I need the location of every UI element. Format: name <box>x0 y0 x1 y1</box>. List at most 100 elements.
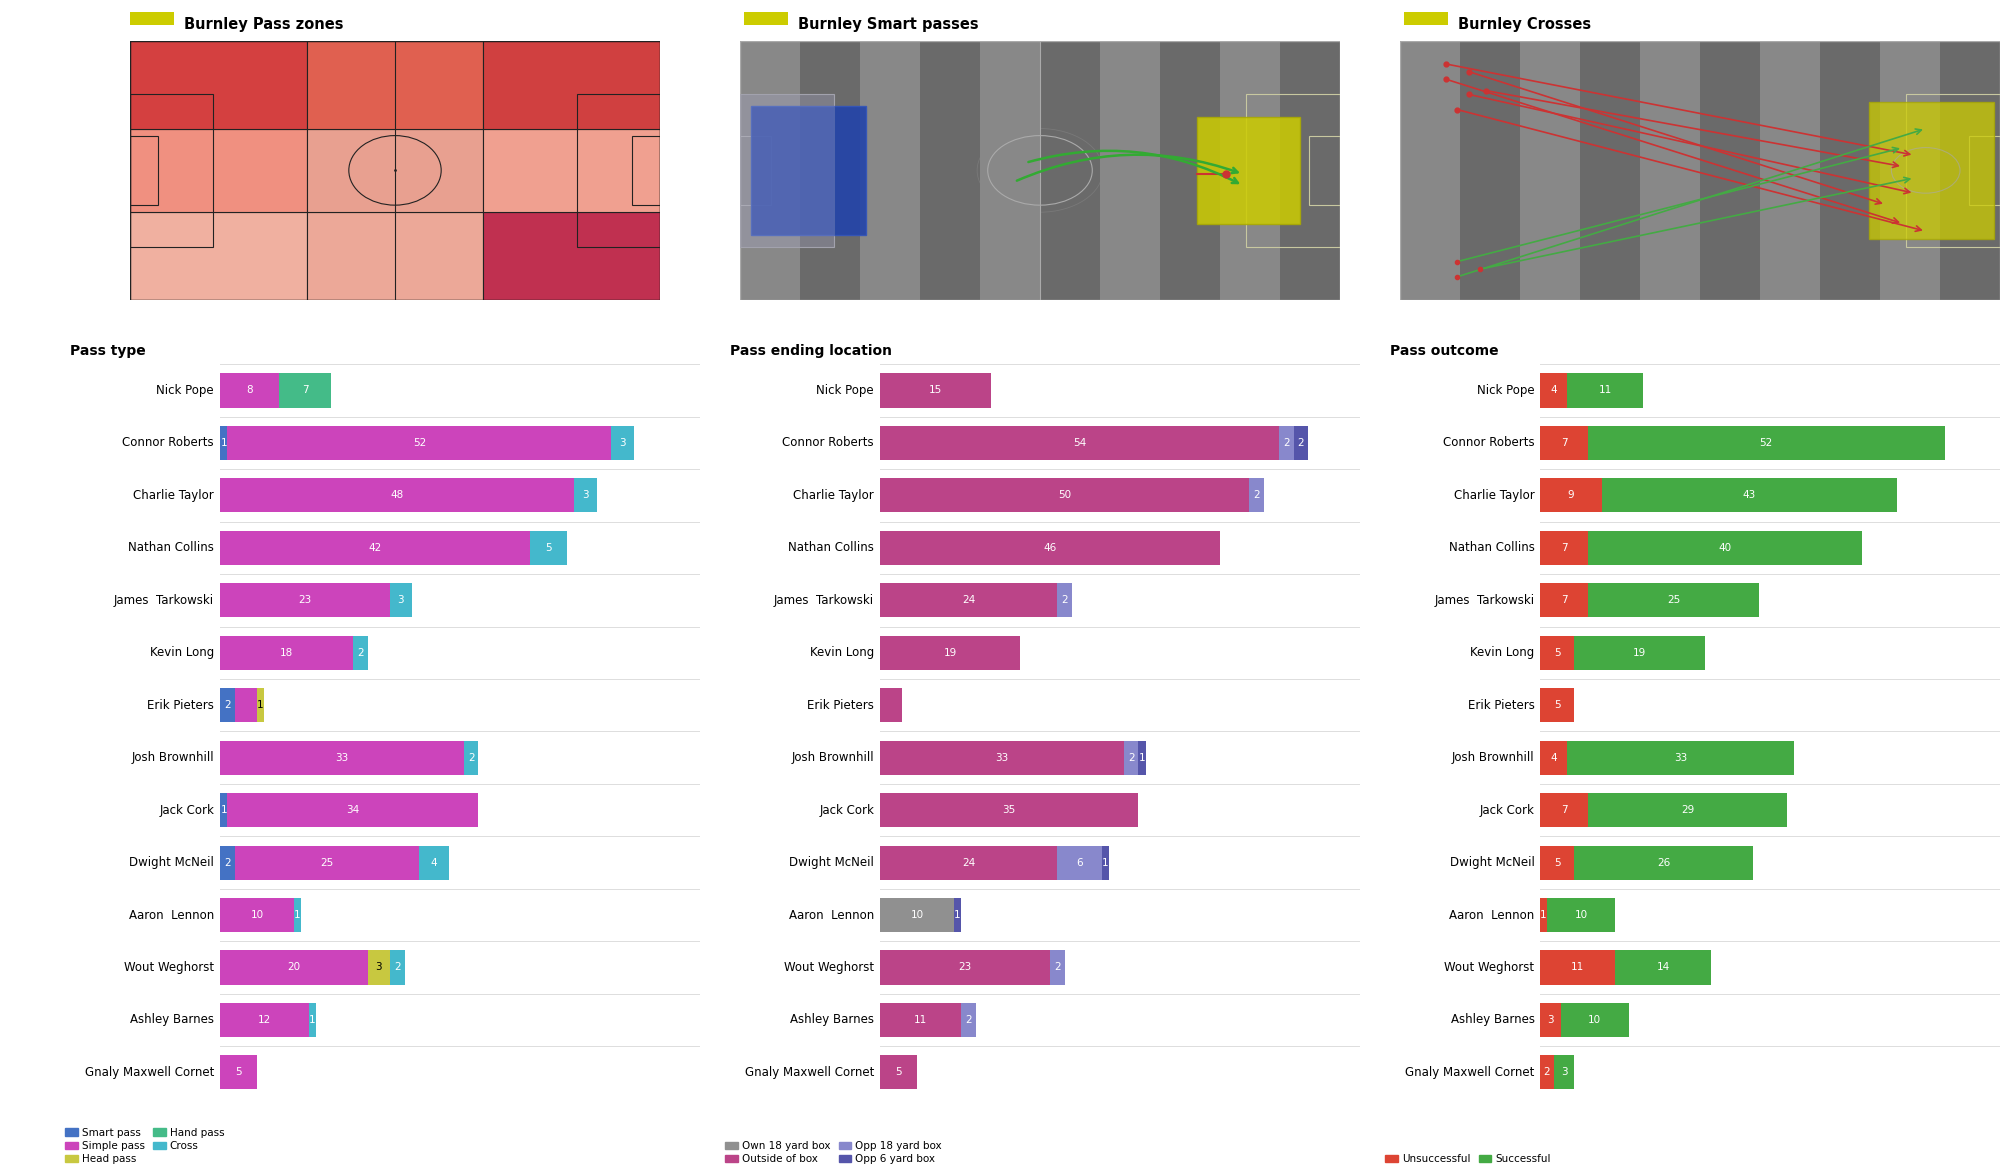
Bar <box>744 12 788 25</box>
Text: Nathan Collins: Nathan Collins <box>128 542 214 555</box>
Text: Nick Pope: Nick Pope <box>156 384 214 397</box>
Text: Ashley Barnes: Ashley Barnes <box>1450 1014 1534 1027</box>
Text: Ashley Barnes: Ashley Barnes <box>130 1014 214 1027</box>
Bar <box>880 583 1058 617</box>
Bar <box>1880 41 1940 300</box>
Bar <box>1160 41 1220 300</box>
Text: Burnley Smart passes: Burnley Smart passes <box>798 18 978 33</box>
Bar <box>1760 41 1820 300</box>
Bar <box>980 41 1040 300</box>
Bar <box>228 793 478 827</box>
Text: 1: 1 <box>294 909 300 920</box>
Bar <box>1574 846 1752 880</box>
Bar <box>880 951 1050 985</box>
Text: 5: 5 <box>896 1067 902 1077</box>
Text: 7: 7 <box>1560 805 1568 815</box>
Text: Connor Roberts: Connor Roberts <box>782 436 874 449</box>
Bar <box>294 898 302 932</box>
Text: Erik Pieters: Erik Pieters <box>808 699 874 712</box>
Bar <box>220 425 228 459</box>
Bar <box>1540 636 1574 670</box>
Bar <box>220 478 574 512</box>
Text: 2: 2 <box>1128 753 1134 763</box>
Bar <box>1058 583 1072 617</box>
Text: 2: 2 <box>1298 438 1304 448</box>
Text: Burnley Crosses: Burnley Crosses <box>1458 18 1592 33</box>
Bar <box>576 94 660 247</box>
Bar <box>1050 951 1064 985</box>
Bar <box>530 531 568 565</box>
Text: Pass type: Pass type <box>70 344 146 358</box>
Bar <box>1102 846 1108 880</box>
Text: Nathan Collins: Nathan Collins <box>788 542 874 555</box>
Bar <box>880 636 1020 670</box>
Text: 7: 7 <box>1560 596 1568 605</box>
Bar <box>1540 793 1588 827</box>
Bar <box>1540 583 1588 617</box>
Bar <box>880 689 902 723</box>
Text: 33: 33 <box>1674 753 1688 763</box>
Text: 3: 3 <box>582 490 588 501</box>
Text: 8: 8 <box>246 385 252 396</box>
Text: 10: 10 <box>250 909 264 920</box>
Bar <box>234 846 420 880</box>
Bar <box>1294 425 1308 459</box>
Bar <box>1540 846 1574 880</box>
Bar <box>1568 374 1642 408</box>
Bar <box>1602 478 1896 512</box>
Text: 23: 23 <box>298 596 312 605</box>
Text: 7: 7 <box>1560 543 1568 553</box>
Text: Dwight McNeil: Dwight McNeil <box>1450 857 1534 870</box>
Text: 24: 24 <box>962 596 976 605</box>
Bar <box>130 128 306 213</box>
Bar <box>308 1003 316 1038</box>
Legend: Smart pass, Simple pass, Head pass, Hand pass, Cross: Smart pass, Simple pass, Head pass, Hand… <box>66 1128 224 1164</box>
Text: 24: 24 <box>962 858 976 867</box>
Text: 3: 3 <box>620 438 626 448</box>
Bar <box>1868 102 1994 239</box>
Bar <box>1640 41 1700 300</box>
Text: Josh Brownhill: Josh Brownhill <box>792 751 874 764</box>
Text: Kevin Long: Kevin Long <box>810 646 874 659</box>
Bar <box>1220 41 1280 300</box>
Text: Kevin Long: Kevin Long <box>150 646 214 659</box>
Text: Connor Roberts: Connor Roberts <box>1442 436 1534 449</box>
Bar <box>1568 740 1794 774</box>
Bar <box>574 478 596 512</box>
Text: Jack Cork: Jack Cork <box>160 804 214 817</box>
Bar <box>1540 531 1588 565</box>
Text: 4: 4 <box>430 858 438 867</box>
Text: 11: 11 <box>1598 385 1612 396</box>
Bar <box>220 740 464 774</box>
Bar <box>390 951 404 985</box>
Text: Burnley Pass zones: Burnley Pass zones <box>184 18 344 33</box>
Bar <box>1580 41 1640 300</box>
Bar <box>1820 41 1880 300</box>
Bar <box>220 583 390 617</box>
Bar <box>420 846 448 880</box>
Text: Aaron  Lennon: Aaron Lennon <box>128 908 214 921</box>
Bar <box>1700 41 1760 300</box>
Bar <box>1906 94 2000 247</box>
Bar <box>1280 41 1340 300</box>
Text: 42: 42 <box>368 543 382 553</box>
Text: Nick Pope: Nick Pope <box>1476 384 1534 397</box>
Text: 3: 3 <box>398 596 404 605</box>
Text: 1: 1 <box>1540 909 1546 920</box>
Legend: Unsuccessful, Successful: Unsuccessful, Successful <box>1386 1154 1550 1164</box>
Text: Gnaly Maxwell Cornet: Gnaly Maxwell Cornet <box>84 1066 214 1079</box>
Bar <box>880 425 1278 459</box>
Text: 43: 43 <box>1742 490 1756 501</box>
Bar <box>220 793 228 827</box>
Text: 1: 1 <box>954 909 960 920</box>
Text: 2: 2 <box>1062 596 1068 605</box>
Bar <box>920 41 980 300</box>
Text: Aaron  Lennon: Aaron Lennon <box>788 908 874 921</box>
Text: 2: 2 <box>966 1015 972 1025</box>
Bar <box>1616 951 1712 985</box>
Text: 10: 10 <box>1588 1015 1602 1025</box>
Bar <box>1404 12 1448 25</box>
Bar <box>484 213 660 300</box>
Bar <box>220 1055 256 1089</box>
Text: Connor Roberts: Connor Roberts <box>122 436 214 449</box>
